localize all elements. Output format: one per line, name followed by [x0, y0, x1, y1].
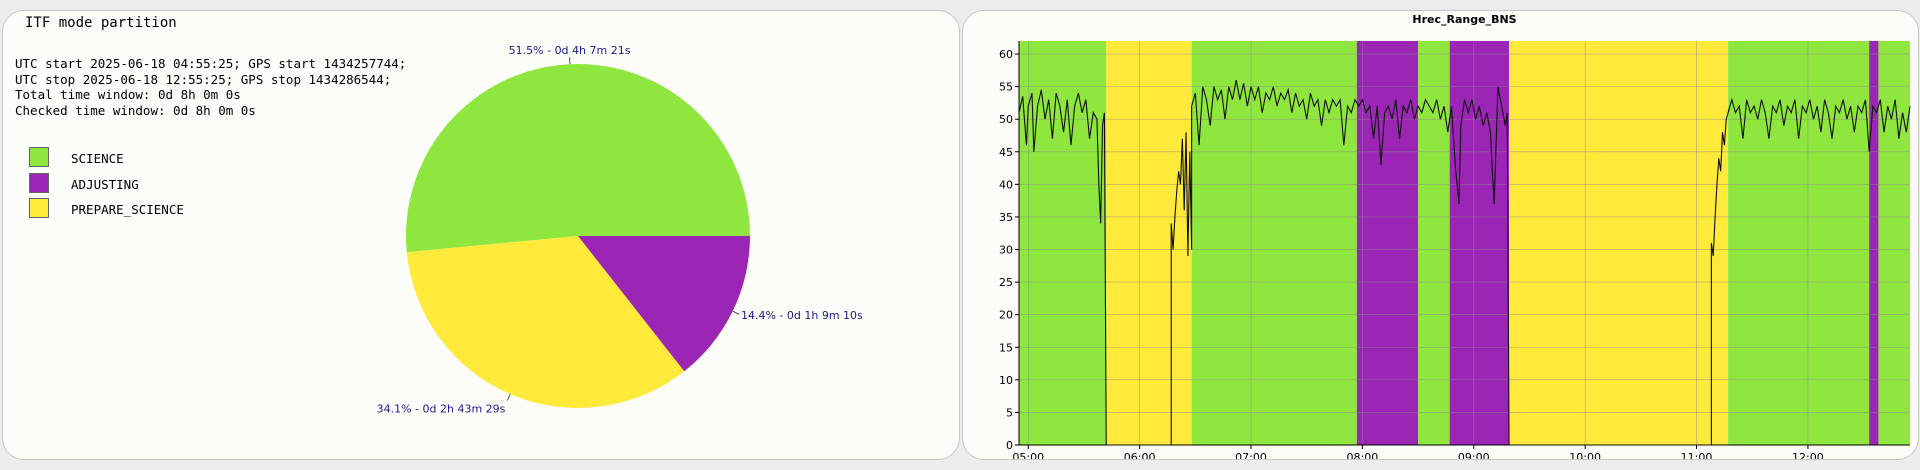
y-tick-label: 60 [999, 48, 1013, 61]
range-chart-panel: Hrec_Range_BNS 0 5 10 15 20 25 30 35 40 45 50 55 60 05… [962, 10, 1919, 460]
panel-title: ITF mode partition [25, 15, 177, 31]
pie-label-prepare-science: 34.1% - 0d 2h 43m 29s [377, 403, 506, 416]
time-window-info: UTC start 2025-06-18 04:55:25; GPS start… [15, 56, 406, 118]
x-tick-label: 05:00 [1012, 451, 1044, 459]
y-tick-label: 40 [999, 178, 1013, 191]
checked-window-line: Checked time window: 0d 8h 0m 0s [15, 102, 256, 118]
chart-title: Hrec_Range_BNS [1412, 13, 1516, 26]
x-tick-label: 07:00 [1235, 451, 1267, 459]
legend-label-adjusting: ADJUSTING [71, 176, 139, 192]
y-tick-label: 55 [999, 81, 1013, 94]
pie-label-adjusting: 14.4% - 0d 1h 9m 10s [741, 309, 863, 322]
y-tick-label: 30 [999, 244, 1013, 257]
x-tick-label: 12:00 [1792, 451, 1824, 459]
pie-slice-science [406, 64, 750, 253]
x-tick-label: 10:00 [1569, 451, 1601, 459]
y-tick-label: 10 [999, 374, 1013, 387]
legend-label-prepare-science: PREPARE_SCIENCE [71, 202, 184, 217]
mode-band-science [1191, 41, 1357, 445]
pie-leader-adjusting [732, 310, 740, 315]
mode-band-science [1418, 41, 1450, 445]
mode-partition-panel: ITF mode partition UTC start 2025-06-18 … [2, 10, 960, 460]
y-tick-label: 25 [999, 276, 1013, 289]
mode-bands [1019, 41, 1910, 445]
pie-slice-prepare-science [406, 236, 685, 408]
mode-band-prepare-science [1106, 41, 1192, 445]
x-tick-label: 09:00 [1458, 451, 1490, 459]
pie-chart: 51.5% - 0d 4h 7m 21s 34.1% - 0d 2h 43m 29… [377, 44, 863, 416]
legend-swatch-prepare-science [29, 198, 49, 218]
range-line-chart: Hrec_Range_BNS 0 5 10 15 20 25 30 35 40 45 50 55 60 05… [999, 13, 1911, 459]
utc-start-line: UTC start 2025-06-18 04:55:25; GPS start… [15, 56, 407, 71]
y-tick-label: 5 [1006, 406, 1013, 419]
pie-leader-prepare-science [506, 393, 511, 401]
y-tick-label: 20 [999, 309, 1013, 322]
y-tick-label: 0 [1006, 439, 1013, 452]
series-line-0 [1018, 79, 1911, 446]
grid [1015, 41, 1910, 449]
y-tick-label: 35 [999, 211, 1013, 224]
x-tick-label: 08:00 [1347, 451, 1379, 459]
mode-band-science [1878, 41, 1910, 445]
x-tick-label: 11:00 [1681, 451, 1713, 459]
mode-band-adjusting [1356, 41, 1419, 445]
mode-band-adjusting [1449, 41, 1510, 445]
y-tick-label: 50 [999, 113, 1013, 126]
mode-band-science [1019, 41, 1107, 445]
utc-stop-line: UTC stop 2025-06-18 12:55:25; GPS stop 1… [15, 71, 392, 87]
pie-slice-adjusting [578, 236, 750, 372]
y-tick-label: 15 [999, 341, 1013, 354]
pie-label-science: 51.5% - 0d 4h 7m 21s [509, 44, 631, 57]
mode-band-prepare-science [1509, 41, 1729, 445]
legend-swatch-science [29, 147, 49, 167]
x-tick-label: 06:00 [1124, 451, 1156, 459]
mode-band-adjusting [1869, 41, 1879, 445]
mode-band-science [1728, 41, 1870, 445]
legend-label-science: SCIENCE [71, 151, 124, 166]
total-window-line: Total time window: 0d 8h 0m 0s [15, 87, 241, 102]
y-tick-label: 45 [999, 146, 1013, 159]
legend-swatch-adjusting [29, 172, 49, 193]
